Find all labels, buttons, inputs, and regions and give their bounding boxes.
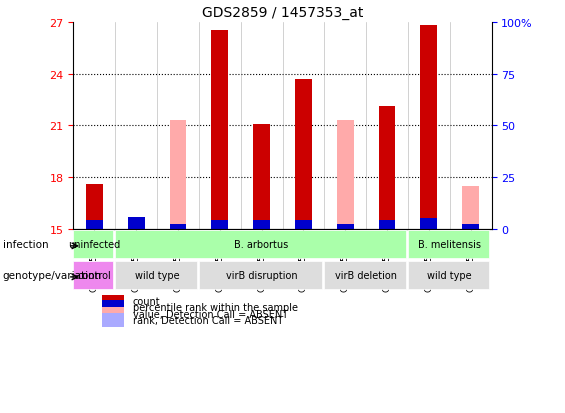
Title: GDS2859 / 1457353_at: GDS2859 / 1457353_at <box>202 6 363 20</box>
Bar <box>253 221 270 229</box>
Bar <box>73 262 113 290</box>
Bar <box>102 301 124 315</box>
Bar <box>408 262 489 290</box>
Text: wild type: wild type <box>135 271 179 281</box>
Bar <box>128 228 145 229</box>
Text: B. melitensis: B. melitensis <box>418 240 481 250</box>
Bar <box>295 80 312 229</box>
Text: value, Detection Call = ABSENT: value, Detection Call = ABSENT <box>133 309 288 319</box>
Bar <box>462 224 479 229</box>
Bar <box>462 186 479 229</box>
Bar <box>211 31 228 229</box>
Text: infection: infection <box>3 240 49 250</box>
Bar <box>199 262 322 290</box>
Bar <box>379 221 395 229</box>
Text: B. arbortus: B. arbortus <box>234 240 289 250</box>
Text: percentile rank within the sample: percentile rank within the sample <box>133 303 298 313</box>
Bar <box>86 185 103 229</box>
Bar <box>102 307 124 321</box>
Bar <box>115 231 406 259</box>
Bar <box>86 221 103 229</box>
Bar <box>420 26 437 229</box>
Bar <box>295 221 312 229</box>
Bar <box>170 121 186 229</box>
Bar <box>337 121 354 229</box>
Bar <box>324 262 406 290</box>
Bar <box>337 224 354 229</box>
Bar <box>337 227 354 229</box>
Text: virB disruption: virB disruption <box>226 271 297 281</box>
Bar <box>379 107 395 229</box>
Bar <box>170 224 186 229</box>
Text: genotype/variation: genotype/variation <box>3 271 102 281</box>
Text: wild type: wild type <box>428 271 472 281</box>
Text: uninfected: uninfected <box>68 240 120 250</box>
Bar <box>253 124 270 229</box>
Bar <box>115 262 197 290</box>
Bar <box>408 231 489 259</box>
Bar <box>102 313 124 328</box>
Bar <box>420 219 437 229</box>
Text: virB deletion: virB deletion <box>335 271 397 281</box>
Bar <box>128 217 145 229</box>
Text: rank, Detection Call = ABSENT: rank, Detection Call = ABSENT <box>133 316 283 325</box>
Text: count: count <box>133 296 160 306</box>
Bar <box>462 227 479 229</box>
Bar <box>211 221 228 229</box>
Bar <box>73 231 113 259</box>
Bar <box>170 227 186 229</box>
Text: control: control <box>77 271 111 281</box>
Bar <box>102 294 124 308</box>
